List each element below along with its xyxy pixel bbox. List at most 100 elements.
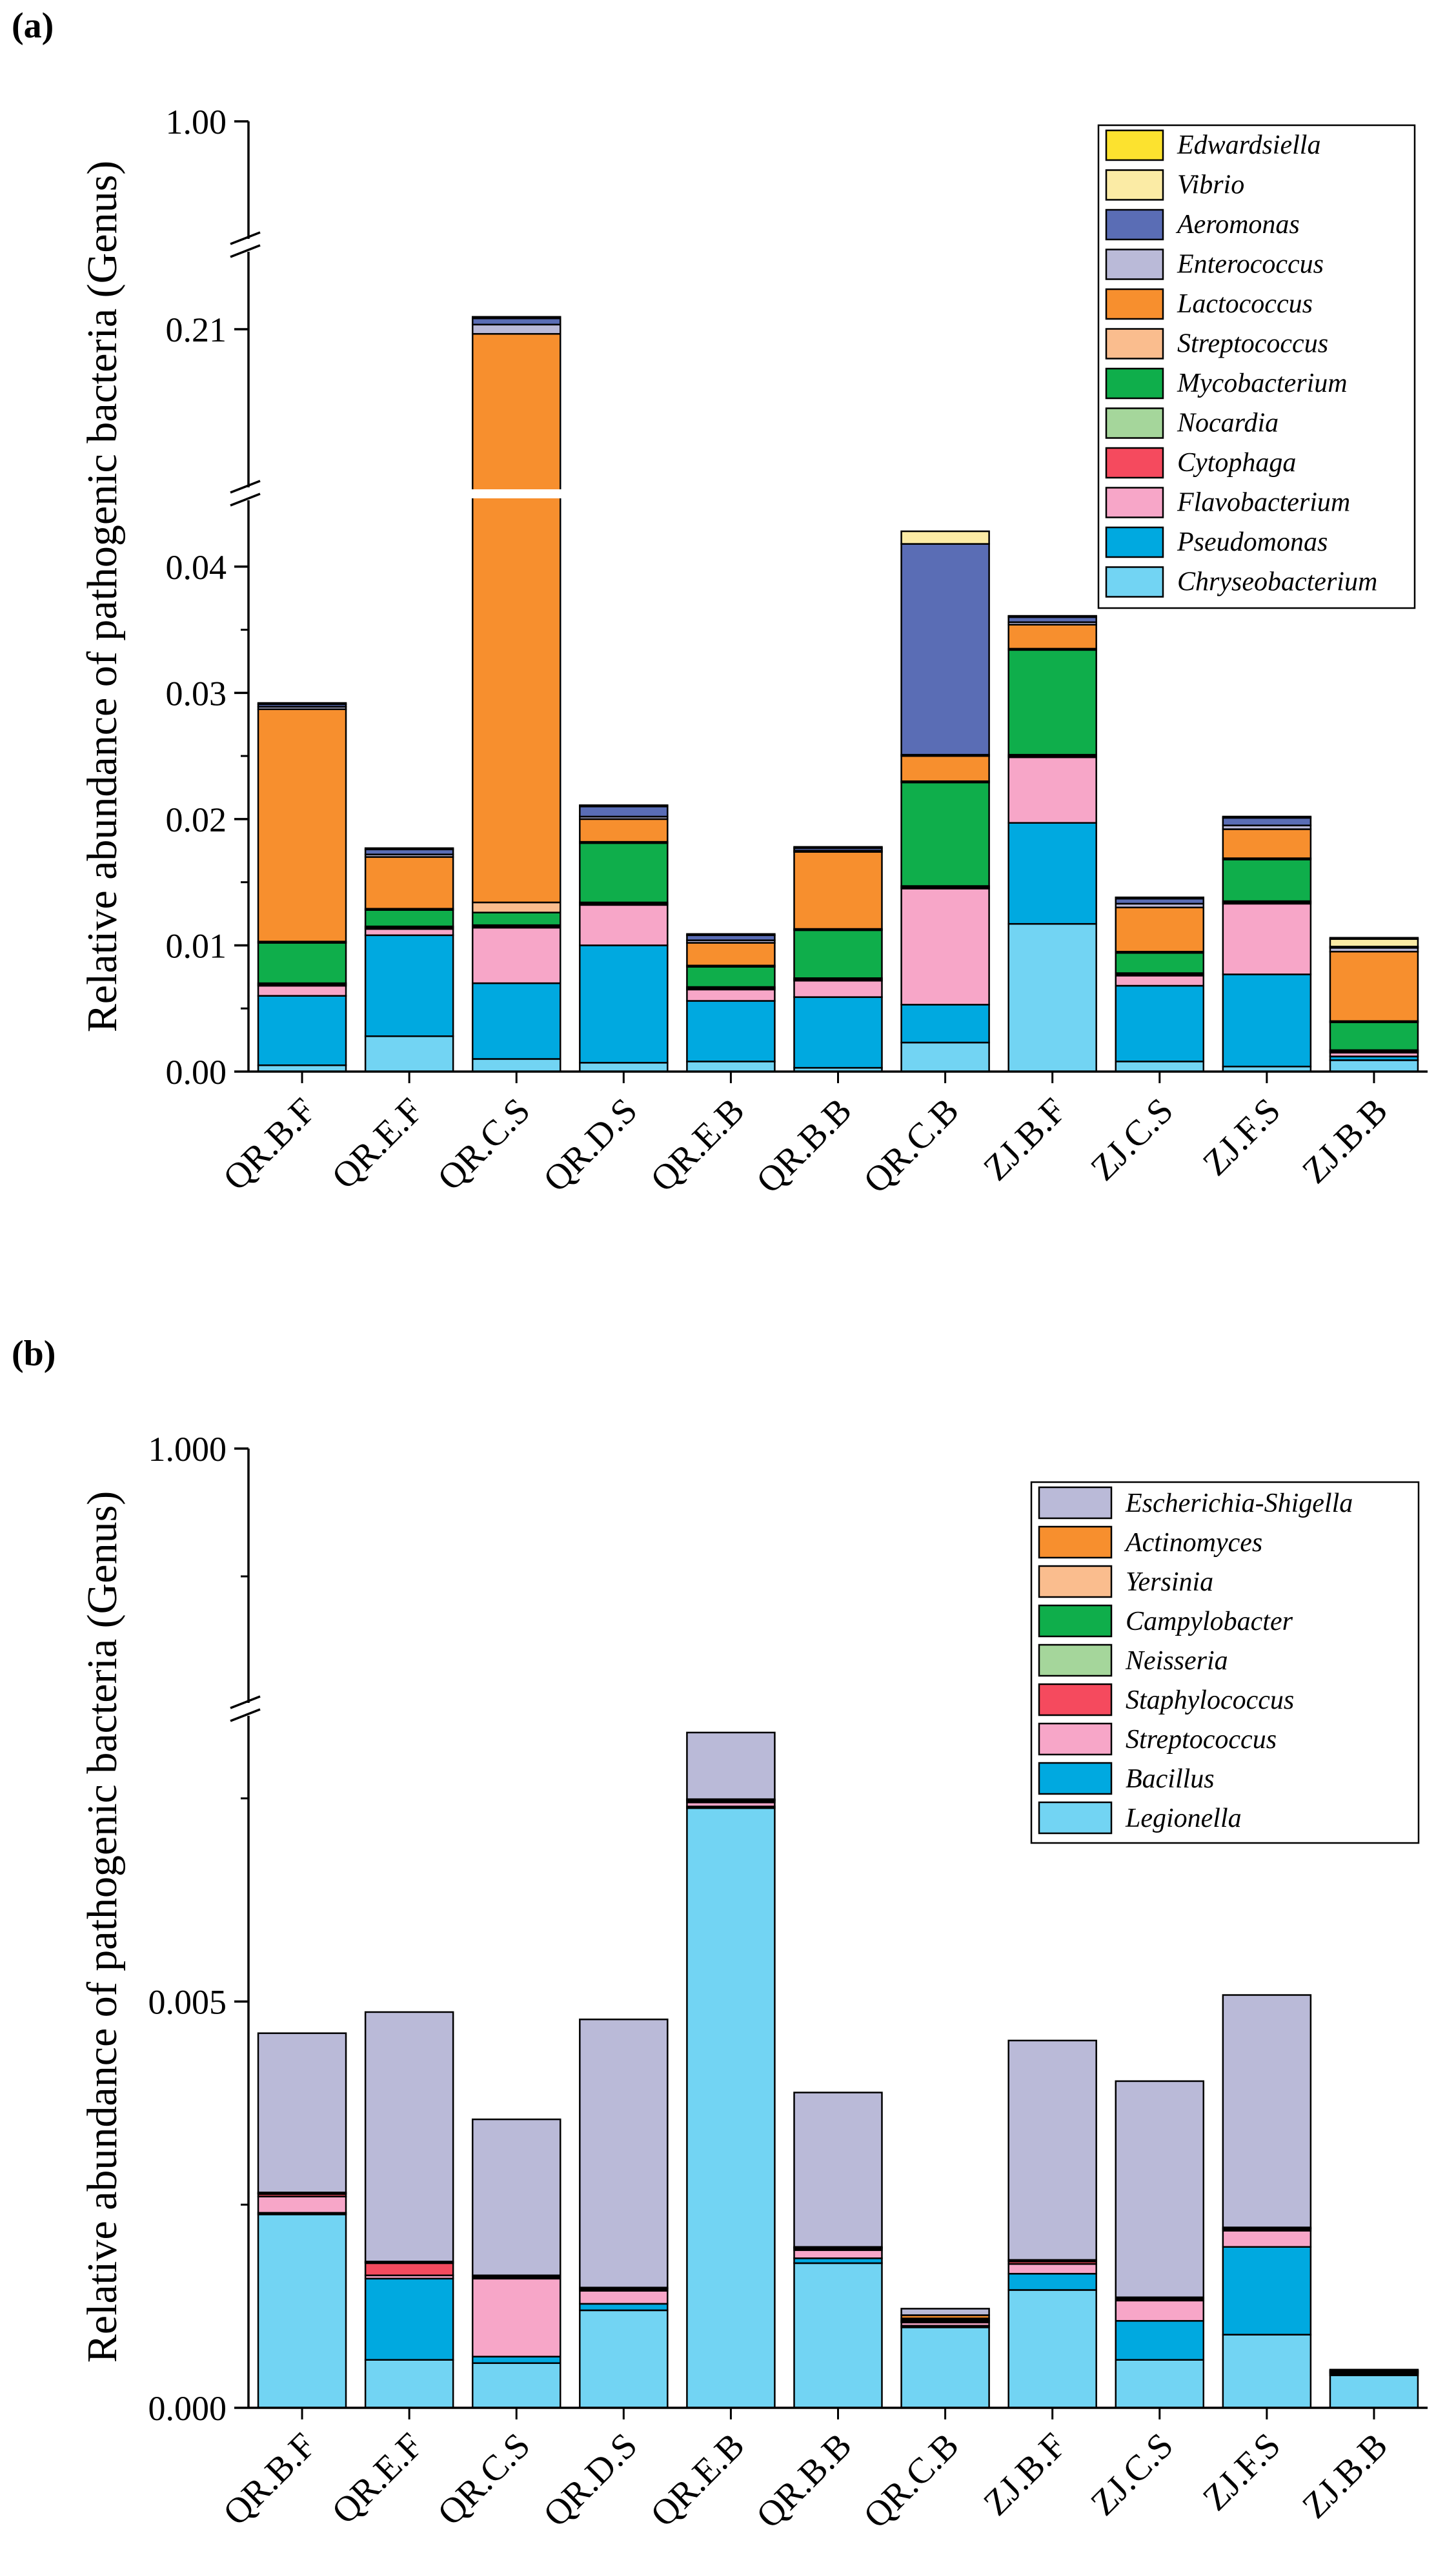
- x-tick-label-zj-f-s: ZJ.F.S: [1195, 2425, 1288, 2518]
- bar-segment-qr-e-b-lactococcus: [686, 942, 776, 966]
- bar-segment-qr-e-f-staphylococcus: [364, 2262, 454, 2277]
- legend-swatch-staphylococcus: [1038, 1683, 1113, 1716]
- bar-segment-qr-d-s-bacillus: [579, 2303, 669, 2312]
- bar-segment-zj-c-s-bacillus: [1115, 2320, 1205, 2361]
- bar-segment-qr-c-s-escherichia-shigella: [471, 2118, 561, 2277]
- bar-segment-zj-b-f-bacillus: [1007, 2273, 1097, 2291]
- bar-segment-qr-c-s-streptococcus: [471, 901, 561, 913]
- axis-break-mark: [230, 231, 261, 245]
- bar-segment-qr-c-b-pseudomonas: [900, 1004, 990, 1044]
- bar-segment-qr-b-f-vibrio: [257, 702, 347, 706]
- legend-label-streptococcus: Streptococcus: [1126, 1725, 1277, 1755]
- legend: Escherichia-Shigella Actinomyces Yersinia C…: [1030, 1481, 1420, 1844]
- axis-break-mark: [230, 1708, 261, 1722]
- y-axis-title: Relative abundance of pathogenic bacteri…: [79, 1491, 126, 2363]
- x-tick-label-qr-b-f: QR.B.F: [216, 2425, 323, 2533]
- bar-segment-zj-c-s-lactococcus: [1115, 906, 1205, 953]
- legend-label-nocardia: Nocardia: [1177, 409, 1279, 438]
- bar-segment-zj-c-s-legionella: [1115, 2359, 1205, 2409]
- y-tick-label: 0.04: [166, 548, 227, 587]
- legend-swatch-streptococcus: [1105, 328, 1164, 360]
- legend-label-streptococcus: Streptococcus: [1177, 329, 1328, 359]
- axes: 0.00 0.01 0.02 0.03 0.04 0.21 1.00: [166, 103, 1428, 1092]
- axis-break-mark: [230, 493, 261, 507]
- bar-segment-qr-c-b-vibrio: [900, 530, 990, 545]
- legend-swatch-actinomyces: [1038, 1525, 1113, 1559]
- bar-segment-qr-c-b-aeromonas: [900, 543, 990, 756]
- bar-segment-qr-d-s-vibrio: [579, 804, 669, 808]
- bar-segment-zj-c-s-streptococcus: [1115, 2299, 1205, 2322]
- bar-segment-zj-b-f-lactococcus: [1007, 624, 1097, 650]
- bar-segment-zj-b-f-mycobacterium: [1007, 649, 1097, 756]
- bar-segment-qr-e-f-mycobacterium: [364, 909, 454, 928]
- bar-segment-zj-f-s-mycobacterium: [1222, 859, 1312, 902]
- bar-segment-qr-c-s-bacillus: [471, 2356, 561, 2365]
- x-tick-label-qr-e-b: QR.E.B: [643, 1090, 752, 1199]
- legend-label-vibrio: Vibrio: [1177, 170, 1244, 200]
- bar-segment-qr-e-f-lactococcus: [364, 856, 454, 910]
- bar-segment-qr-c-s-mycobacterium: [471, 911, 561, 926]
- legend-swatch-campylobacter: [1038, 1604, 1113, 1638]
- bar-segment-qr-d-s-mycobacterium: [579, 842, 669, 904]
- bar-segment-qr-c-b-legionella: [900, 2326, 990, 2409]
- x-tick-label-qr-e-f: QR.E.F: [324, 2425, 430, 2532]
- x-tick-label-zj-c-s: ZJ.C.S: [1083, 1090, 1181, 1188]
- bar-segment-zj-b-f-flavobacterium: [1007, 756, 1097, 824]
- legend-label-neisseria: Neisseria: [1125, 1646, 1228, 1676]
- axes: 0.000 0.005 1.000: [148, 1430, 1428, 2428]
- bar-segment-qr-d-s-chryseobacterium: [579, 1062, 669, 1073]
- bar-segment-qr-d-s-escherichia-shigella: [579, 2019, 669, 2288]
- bar-segment-qr-b-f-flavobacterium: [257, 984, 347, 997]
- bar-segment-qr-c-s-chryseobacterium: [471, 1058, 561, 1073]
- bar-segment-qr-b-f-mycobacterium: [257, 942, 347, 984]
- x-tick-label-zj-b-f: ZJ.B.F: [976, 2425, 1074, 2523]
- bar-segment-qr-c-b-lactococcus: [900, 755, 990, 782]
- panel-b: (b) Relative abundance of pathogenic bact…: [12, 1334, 1428, 2536]
- bar-segment-qr-d-s-legionella: [579, 2309, 669, 2409]
- bar-segment-zj-b-f-pseudomonas: [1007, 822, 1097, 925]
- bar-segment-qr-b-b-flavobacterium: [793, 979, 883, 998]
- bar-segment-zj-f-s-lactococcus: [1222, 828, 1312, 859]
- bar-segment-zj-b-b-vibrio: [1329, 938, 1419, 948]
- bar-segment-qr-c-s-lactococcus: [471, 332, 561, 904]
- legend-label-aeromonas: Aeromonas: [1175, 210, 1300, 239]
- x-tick-label-zj-b-b: ZJ.B.B: [1295, 2425, 1395, 2526]
- bars: [257, 1731, 1419, 2409]
- x-tick-label-qr-d-s: QR.D.S: [536, 2425, 645, 2534]
- y-tick-label: 1.000: [148, 1430, 227, 1469]
- bar-segment-zj-f-s-streptococcus: [1222, 2230, 1312, 2248]
- bar-segment-qr-e-b-pseudomonas: [686, 1000, 776, 1063]
- bar-segment-zj-b-b-edwardsiella: [1329, 937, 1419, 940]
- bar-segment-qr-e-f-escherichia-shigella: [364, 2011, 454, 2263]
- bar-segment-qr-e-b-escherichia-shigella: [686, 1731, 776, 1800]
- x-tick-label-qr-c-b: QR.C.B: [856, 1090, 966, 1201]
- bar-segment-qr-e-b-flavobacterium: [686, 988, 776, 1002]
- legend-swatch-aeromonas: [1105, 209, 1164, 241]
- x-tick-label-qr-e-b: QR.E.B: [643, 2425, 752, 2534]
- legend: Edwardsiella Vibrio Aeromonas Enterococcus L…: [1097, 124, 1416, 609]
- x-tick-label-qr-c-s: QR.C.S: [430, 2425, 538, 2533]
- bar-segment-zj-f-s-escherichia-shigella: [1222, 1994, 1312, 2228]
- bar-segment-zj-b-b-lactococcus: [1329, 950, 1419, 1023]
- x-tick-label-qr-b-b: QR.B.B: [749, 1090, 859, 1201]
- bar-segment-zj-c-s-pseudomonas: [1115, 984, 1205, 1063]
- legend-swatch-bacillus: [1038, 1762, 1113, 1795]
- y-tick-label: 0.02: [166, 800, 227, 839]
- legend-swatch-flavobacterium: [1105, 487, 1164, 518]
- y-tick-label: 0.000: [148, 2389, 227, 2428]
- bar-segment-qr-b-f-pseudomonas: [257, 995, 347, 1066]
- legend-swatch-legionella: [1038, 1801, 1113, 1835]
- legend-label-flavobacterium: Flavobacterium: [1177, 488, 1350, 518]
- legend-swatch-vibrio: [1105, 169, 1164, 201]
- legend-swatch-nocardia: [1105, 407, 1164, 439]
- bar-segment-qr-d-s-streptococcus: [579, 2290, 669, 2305]
- bar-segment-qr-e-f-bacillus: [364, 2277, 454, 2361]
- bar-segment-qr-c-s-aeromonas: [471, 317, 561, 326]
- bar-segment-qr-b-b-lactococcus: [793, 851, 883, 930]
- legend-label-edwardsiella: Edwardsiella: [1177, 130, 1320, 160]
- legend-swatch-escherichia-shigella: [1038, 1486, 1113, 1520]
- legend-label-chryseobacterium: Chryseobacterium: [1177, 567, 1377, 597]
- bar-segment-qr-c-b-escherichia-shigella: [900, 2308, 990, 2316]
- legend-label-campylobacter: Campylobacter: [1126, 1607, 1293, 1636]
